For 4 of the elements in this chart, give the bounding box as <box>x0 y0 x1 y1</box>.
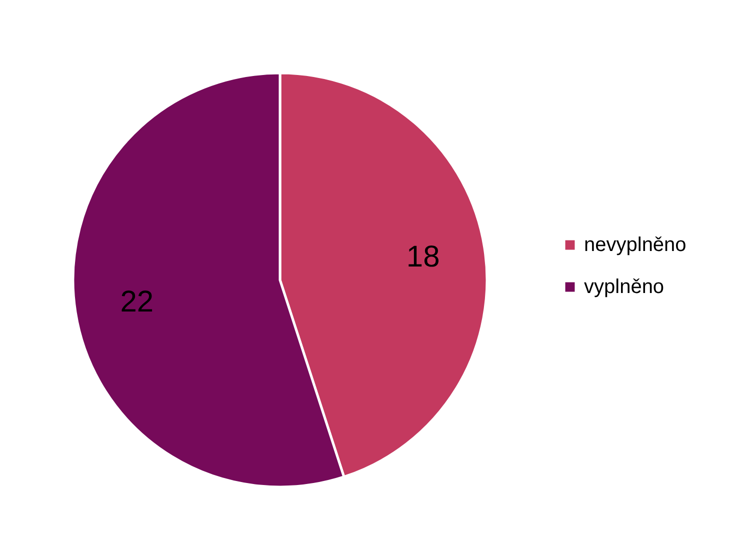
data-label: 22 <box>120 286 154 319</box>
data-label: 18 <box>406 240 440 274</box>
legend-label: nevyplněno <box>584 234 686 256</box>
legend-label: vyplněno <box>584 276 664 298</box>
